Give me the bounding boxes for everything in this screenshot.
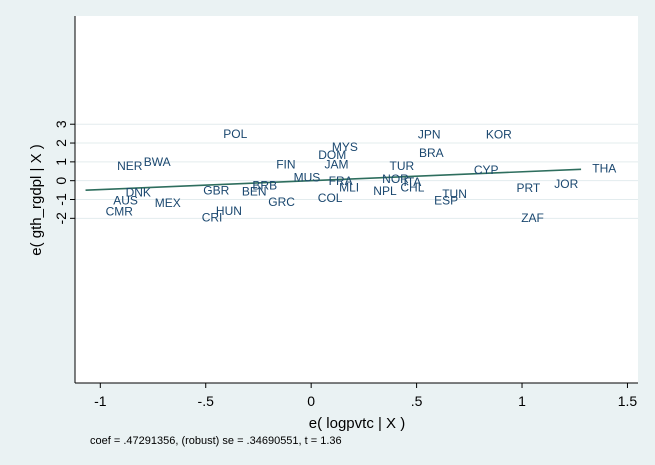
data-point-label: FRA xyxy=(329,174,353,188)
fit-line-group xyxy=(85,168,582,192)
data-point-label: AUS xyxy=(113,194,138,208)
data-point-label: ITA xyxy=(403,175,421,189)
data-point-label: BRA xyxy=(419,146,444,160)
data-point-label: NOR xyxy=(382,172,409,186)
x-tick-label: -.5 xyxy=(198,393,215,409)
y-tick-label: -1 xyxy=(53,193,69,206)
data-point-label: KOR xyxy=(486,127,512,141)
data-point-label: MEX xyxy=(155,196,181,210)
data-point-label: GBR xyxy=(203,183,229,197)
x-axis-title: e( logpvtc | X ) xyxy=(309,415,405,432)
data-point-label: NPL xyxy=(373,184,397,198)
y-tick-label: -2 xyxy=(53,212,69,225)
y-tick-label: 2 xyxy=(53,139,69,147)
data-point-label: DNK xyxy=(126,185,151,199)
data-point-label: CMR xyxy=(106,205,134,219)
data-point-label: GRC xyxy=(268,195,295,209)
data-point-label: TUR xyxy=(389,159,414,173)
regression-note: coef = .47291356, (robust) se = .3469055… xyxy=(90,435,342,447)
data-point-label: MLI xyxy=(339,180,359,194)
data-point-label: JPN xyxy=(418,127,441,141)
data-point-label: FIN xyxy=(276,157,295,171)
data-point-label: NER xyxy=(117,159,143,173)
data-point-label: BEN xyxy=(242,185,267,199)
gridlines xyxy=(75,123,638,219)
x-tick-label: 0 xyxy=(307,393,315,409)
data-point-label: CRI xyxy=(202,210,223,224)
x-tick-label: 1 xyxy=(518,393,526,409)
y-tick-label: 0 xyxy=(53,177,69,185)
data-point-label: ESP xyxy=(434,193,458,207)
x-tick-label: -1 xyxy=(94,393,107,409)
data-point-label: TUN xyxy=(442,187,467,201)
data-point-label: JOR xyxy=(554,177,578,191)
data-point-label: COL xyxy=(318,191,343,205)
axis-ticks: -2 -1 0 1 2 3 -1 -.5 0 .5 1 1.5 xyxy=(53,120,637,409)
data-point-label: DOM xyxy=(318,148,346,162)
data-point-label: JAM xyxy=(324,157,348,171)
x-tick-label: .5 xyxy=(411,393,423,409)
data-point-label: BRB xyxy=(252,178,277,192)
data-point-label: PRT xyxy=(516,181,540,195)
x-tick-label: 1.5 xyxy=(618,393,638,409)
data-point-label: ZAF xyxy=(521,211,544,225)
data-point-label: THA xyxy=(592,162,616,176)
data-point-label: MUS xyxy=(294,170,321,184)
data-point-label: CHL xyxy=(400,180,424,194)
fit-line xyxy=(85,168,582,192)
data-point-label: BWA xyxy=(144,155,171,169)
data-point-label: HUN xyxy=(216,204,242,218)
y-tick-label: 1 xyxy=(53,158,69,166)
y-axis-title: e( gth_rgdpl | X ) xyxy=(28,144,45,255)
y-tick-label: 3 xyxy=(53,120,69,128)
data-point-label: CYP xyxy=(474,163,499,177)
data-point-label: POL xyxy=(223,127,247,141)
data-point-label: MYS xyxy=(332,140,358,154)
